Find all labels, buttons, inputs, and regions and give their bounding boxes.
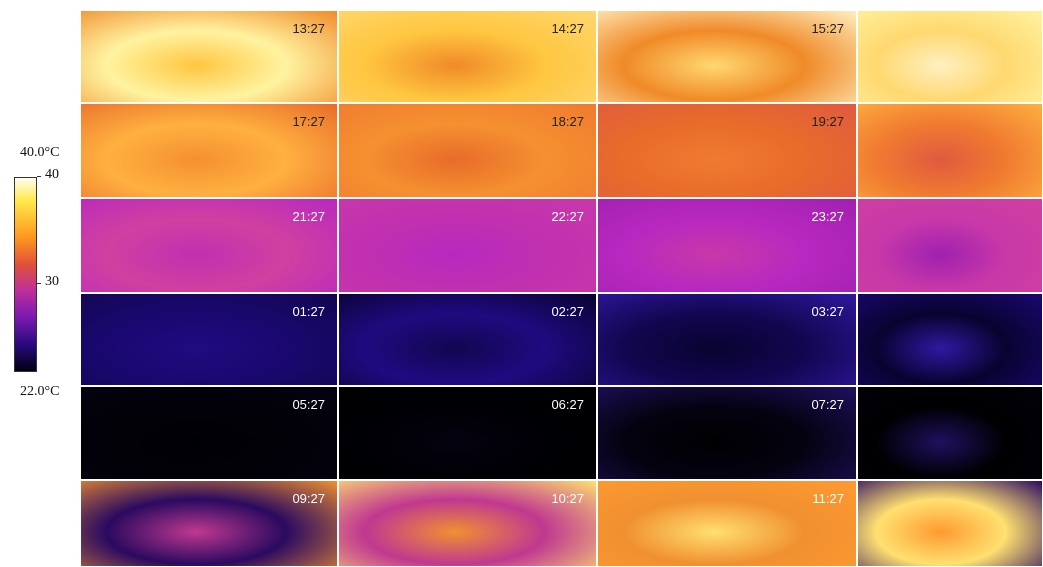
thermal-image: 11:27 [597, 480, 857, 567]
thermal-image: 05:27 [80, 386, 338, 480]
thermal-image [857, 386, 1043, 480]
thermal-image: 13:27 [80, 10, 338, 103]
time-label: 11:27 [812, 491, 844, 506]
scale-tick-label: 40 [45, 167, 59, 183]
time-label: 22:27 [551, 209, 584, 224]
time-label: 17:27 [292, 114, 325, 129]
thermal-image [857, 293, 1043, 386]
thermal-image: 14:27 [338, 10, 597, 103]
thermal-image: 07:27 [597, 386, 857, 480]
color-scale [14, 177, 37, 372]
scale-tick-label: 30 [45, 274, 59, 290]
time-label: 19:27 [811, 114, 844, 129]
time-label: 21:27 [292, 209, 325, 224]
thermal-image: 02:27 [338, 293, 597, 386]
thermal-image [857, 10, 1043, 103]
time-label: 02:27 [551, 304, 584, 319]
thermal-image [857, 480, 1043, 567]
thermal-image [857, 198, 1043, 293]
time-label: 13:27 [292, 21, 325, 36]
scale-tick [37, 176, 41, 177]
scale-tick [37, 283, 41, 284]
scale-max-label: 40.0°C [20, 145, 59, 161]
thermal-image: 21:27 [80, 198, 338, 293]
figure: 40.0°C 22.0°C 40 30 13:27 14:27 15:27 17:27 18… [0, 0, 1043, 567]
thermal-image: 10:27 [338, 480, 597, 567]
time-label: 01:27 [292, 304, 325, 319]
thermal-image: 06:27 [338, 386, 597, 480]
time-label: 15:27 [811, 21, 844, 36]
thermal-image: 09:27 [80, 480, 338, 567]
thermal-image: 01:27 [80, 293, 338, 386]
time-label: 03:27 [811, 304, 844, 319]
time-label: 10:27 [551, 491, 584, 506]
thermal-image: 17:27 [80, 103, 338, 198]
time-label: 14:27 [551, 21, 584, 36]
time-label: 07:27 [811, 397, 844, 412]
thermal-image: 15:27 [597, 10, 857, 103]
time-label: 09:27 [292, 491, 325, 506]
thermal-image: 22:27 [338, 198, 597, 293]
thermal-image: 18:27 [338, 103, 597, 198]
time-label: 18:27 [551, 114, 584, 129]
thermal-image: 03:27 [597, 293, 857, 386]
time-label: 23:27 [811, 209, 844, 224]
thermal-image: 19:27 [597, 103, 857, 198]
scale-min-label: 22.0°C [20, 384, 59, 400]
time-label: 05:27 [292, 397, 325, 412]
thermal-image: 23:27 [597, 198, 857, 293]
time-label: 06:27 [551, 397, 584, 412]
thermal-image [857, 103, 1043, 198]
